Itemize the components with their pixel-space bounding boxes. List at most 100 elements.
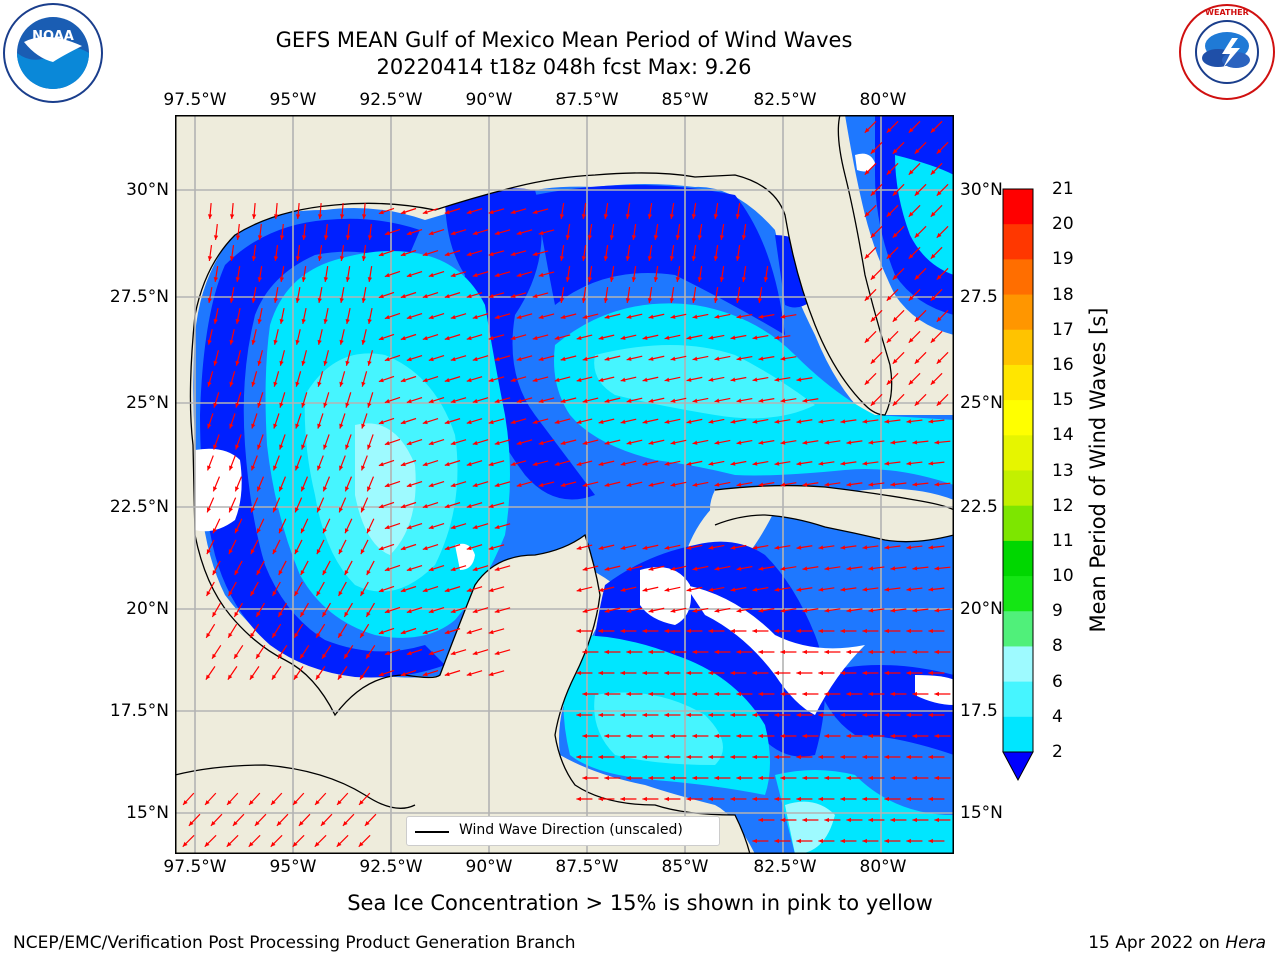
wind-wave-arrowhead bbox=[378, 546, 384, 551]
wind-wave-arrowhead bbox=[892, 400, 898, 406]
wind-wave-arrowhead bbox=[342, 821, 348, 826]
wind-wave-arrowhead bbox=[301, 402, 306, 408]
wind-wave-arrowhead bbox=[752, 461, 758, 466]
wind-wave-arrowhead bbox=[884, 587, 890, 592]
wind-wave-arrowhead bbox=[213, 360, 218, 366]
lon-tick-bottom: 97.5°W bbox=[163, 857, 227, 877]
wind-wave-arrowhead bbox=[384, 315, 390, 320]
wind-wave-arrowhead bbox=[384, 525, 390, 530]
wind-wave-arrowhead bbox=[648, 733, 653, 739]
wind-wave-arrowhead bbox=[697, 235, 703, 240]
wind-wave-arrowhead bbox=[669, 298, 675, 303]
wind-wave-arrowhead bbox=[692, 775, 697, 781]
wind-wave-arrowhead bbox=[360, 591, 365, 596]
wind-wave-arrowhead bbox=[846, 608, 852, 613]
wind-wave-arrowhead bbox=[228, 549, 233, 555]
wind-wave-arrowhead bbox=[488, 377, 494, 383]
wind-wave-arrowhead bbox=[450, 608, 456, 614]
wind-wave-arrowhead bbox=[378, 378, 384, 383]
wind-wave-arrowhead bbox=[758, 398, 764, 403]
wind-wave-arrowhead bbox=[273, 214, 279, 219]
wind-wave-arrowhead bbox=[450, 650, 456, 656]
wind-wave-arrowhead bbox=[928, 461, 934, 466]
wind-wave-arrowhead bbox=[802, 566, 808, 571]
wind-wave-arrowhead bbox=[472, 356, 478, 362]
wind-wave-arrowhead bbox=[598, 377, 604, 382]
wind-wave-arrowhead bbox=[620, 377, 626, 382]
wind-wave-arrowhead bbox=[576, 670, 581, 676]
lat-tick-right: 17.5 bbox=[960, 701, 998, 721]
wind-wave-arrowhead bbox=[928, 796, 933, 802]
wind-wave-arrowhead bbox=[228, 632, 233, 638]
wind-wave-arrowhead bbox=[818, 712, 823, 718]
wind-wave-arrowhead bbox=[908, 253, 914, 259]
wind-wave-arrowhead bbox=[862, 587, 868, 592]
wind-wave-arrowhead bbox=[670, 691, 675, 697]
wind-wave-arrowhead bbox=[587, 235, 593, 240]
lat-tick-right: 20°N bbox=[960, 599, 1003, 619]
wind-wave-arrowhead bbox=[317, 381, 322, 387]
wind-wave-arrowhead bbox=[295, 298, 300, 303]
wind-wave-arrowhead bbox=[912, 817, 917, 823]
wind-wave-arrowhead bbox=[384, 483, 390, 488]
wind-wave-arrowhead bbox=[323, 318, 328, 324]
wind-wave-arrowhead bbox=[708, 587, 714, 592]
wind-wave-arrowhead bbox=[472, 608, 478, 614]
wind-wave-arrowhead bbox=[840, 712, 845, 718]
wind-wave-arrowhead bbox=[736, 608, 742, 613]
wind-wave-arrowhead bbox=[406, 315, 412, 320]
wind-wave-arrowhead bbox=[908, 379, 914, 385]
wind-wave-arrowhead bbox=[444, 587, 450, 593]
wind-wave-arrowhead bbox=[906, 670, 911, 676]
wind-wave-arrowhead bbox=[466, 587, 472, 593]
wind-wave-arrowhead bbox=[254, 821, 260, 826]
wind-wave-arrowhead bbox=[466, 251, 472, 257]
wind-wave-arrowhead bbox=[648, 566, 654, 571]
wind-wave-arrowhead bbox=[516, 314, 522, 320]
wind-wave-arrowhead bbox=[207, 298, 212, 303]
wind-wave-arrowhead bbox=[295, 423, 300, 429]
wind-wave-arrowhead bbox=[928, 545, 934, 550]
wind-wave-arrowhead bbox=[361, 507, 366, 513]
wind-wave-arrowhead bbox=[422, 209, 428, 215]
wind-wave-arrowhead bbox=[488, 671, 494, 677]
wind-wave-arrowhead bbox=[736, 691, 741, 697]
wind-wave-arrowhead bbox=[735, 298, 741, 303]
wind-wave-arrowhead bbox=[912, 440, 918, 445]
lon-tick-bottom: 87.5°W bbox=[555, 857, 619, 877]
lon-tick-top: 85°W bbox=[661, 90, 709, 110]
wind-wave-arrowhead bbox=[884, 796, 889, 802]
wind-wave-arrowhead bbox=[406, 651, 412, 656]
wind-wave-arrowhead bbox=[824, 440, 830, 445]
wind-wave-arrowhead bbox=[400, 588, 406, 593]
wind-wave-arrowhead bbox=[934, 817, 939, 823]
wind-wave-arrowhead bbox=[235, 318, 240, 324]
wind-wave-arrowhead bbox=[400, 630, 406, 635]
wind-wave-arrowhead bbox=[559, 256, 565, 261]
wind-wave-arrowhead bbox=[337, 800, 342, 805]
wind-wave-arrowhead bbox=[301, 486, 306, 492]
wind-wave-arrowhead bbox=[400, 294, 406, 299]
wind-wave-arrowhead bbox=[516, 356, 522, 362]
wind-wave-arrowhead bbox=[494, 482, 500, 488]
wind-wave-arrowhead bbox=[686, 628, 691, 634]
wind-wave-arrowhead bbox=[604, 314, 610, 319]
wind-wave-arrowhead bbox=[406, 483, 412, 488]
wind-wave-arrowhead bbox=[510, 335, 516, 341]
wind-wave-arrowhead bbox=[406, 609, 412, 614]
wind-wave-arrowhead bbox=[494, 650, 500, 656]
lon-tick-top: 92.5°W bbox=[359, 90, 423, 110]
wind-wave-arrowhead bbox=[494, 524, 500, 530]
wind-wave-arrowhead bbox=[378, 462, 384, 467]
wind-wave-arrowhead bbox=[642, 712, 647, 718]
wind-wave-arrowhead bbox=[450, 272, 456, 278]
wind-wave-arrowhead bbox=[207, 465, 212, 471]
wind-wave-arrowhead bbox=[708, 461, 714, 466]
wind-wave-arrowhead bbox=[884, 754, 889, 760]
wind-wave-arrowhead bbox=[758, 733, 763, 739]
wind-wave-arrowhead bbox=[576, 461, 582, 466]
wind-wave-arrowhead bbox=[554, 335, 560, 340]
wind-wave-arrowhead bbox=[912, 775, 917, 781]
wind-wave-arrowhead bbox=[450, 230, 456, 236]
wind-wave-arrowhead bbox=[862, 628, 867, 634]
